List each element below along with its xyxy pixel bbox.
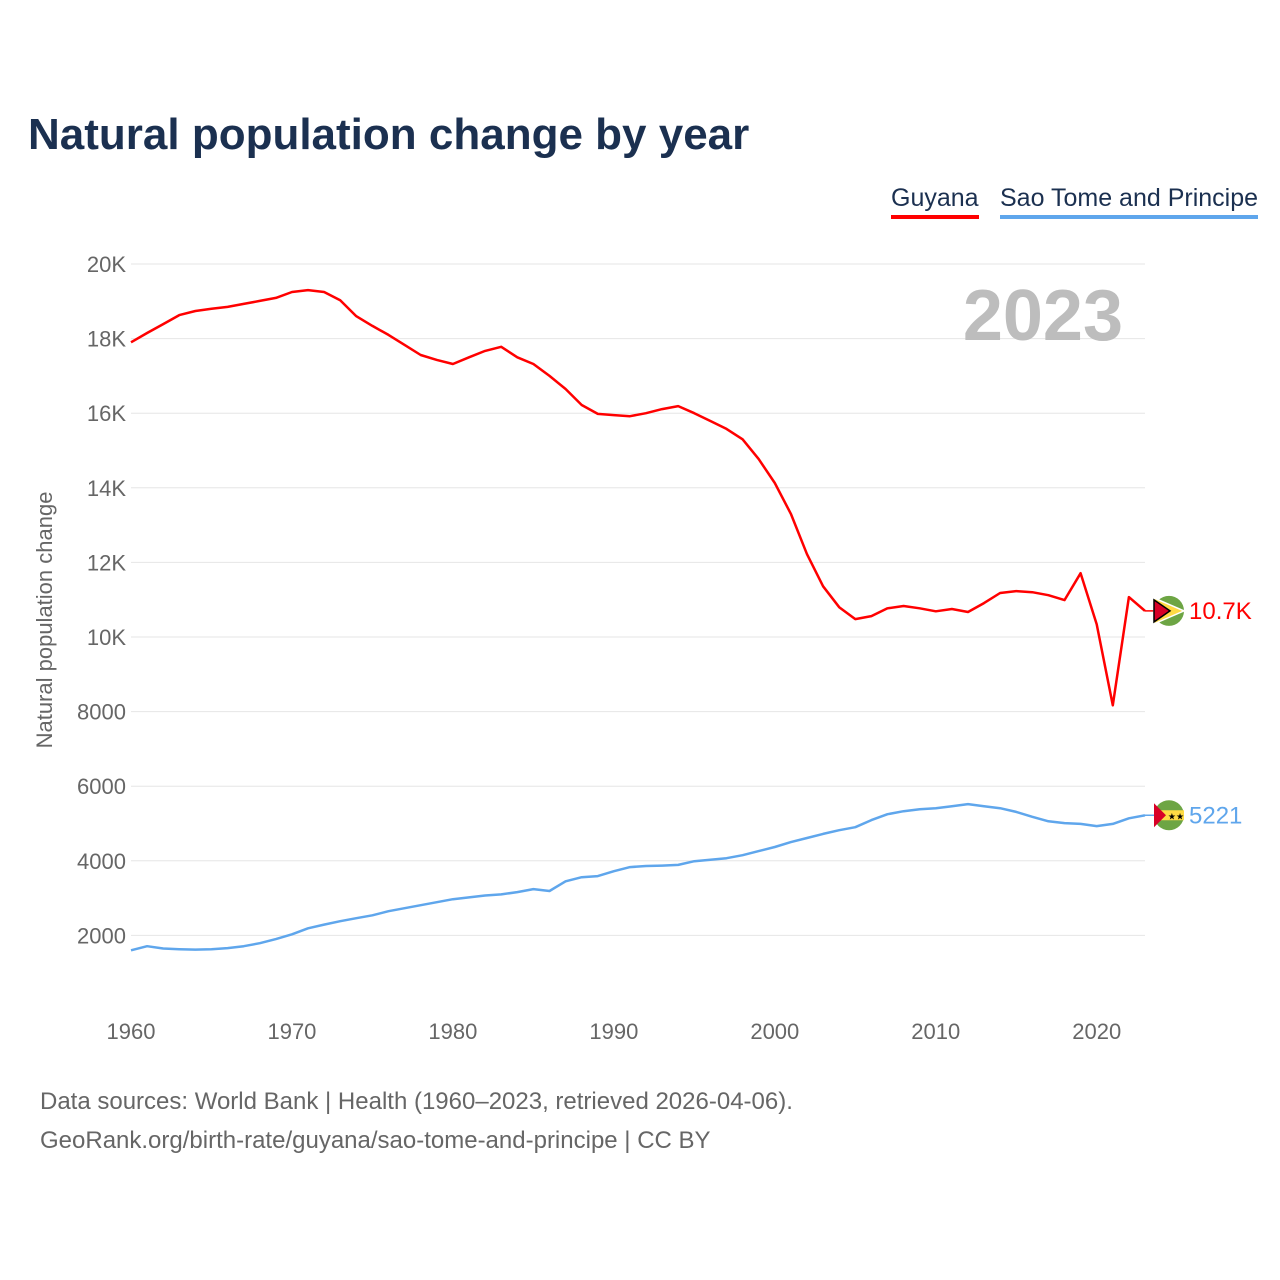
year-label: 2023 <box>963 276 1123 356</box>
x-tick-label: 1990 <box>589 1019 638 1044</box>
y-tick-label: 8000 <box>77 700 126 725</box>
end-value-label: 5221 <box>1189 802 1242 829</box>
footer-link[interactable]: GeoRank.org/birth-rate/guyana/sao-tome-a… <box>40 1127 711 1154</box>
flag-triangle <box>1154 803 1166 828</box>
chart-title: Natural population change by year <box>28 110 750 159</box>
x-tick-label: 1980 <box>428 1019 477 1044</box>
y-tick-label: 20K <box>87 252 126 277</box>
y-tick-label: 10K <box>87 625 126 650</box>
x-tick-label: 2000 <box>750 1019 799 1044</box>
x-tick-label: 2010 <box>911 1019 960 1044</box>
x-tick-label: 2020 <box>1072 1019 1121 1044</box>
y-tick-label: 6000 <box>77 774 126 799</box>
guyana-flag-icon <box>1153 595 1186 626</box>
footer-sources: Data sources: World Bank | Health (1960–… <box>40 1088 793 1115</box>
series-line-sao-tome-and-principe <box>130 802 1146 952</box>
y-tick-label: 12K <box>87 550 126 575</box>
x-tick-label: 1960 <box>107 1019 156 1044</box>
y-tick-label: 18K <box>87 327 126 352</box>
y-tick-label: 16K <box>87 401 126 426</box>
y-tick-label: 2000 <box>77 923 126 948</box>
flag-band <box>1154 810 1184 821</box>
y-axis-label: Natural population change <box>32 492 57 749</box>
legend-guyana[interactable]: Guyana <box>891 184 979 219</box>
y-tick-label: 4000 <box>77 849 126 874</box>
end-value-label: 10.7K <box>1189 598 1252 625</box>
flag-triangle <box>1153 598 1172 624</box>
legend-sao-tome[interactable]: Sao Tome and Principe <box>1000 184 1259 219</box>
sao-tome-flag-icon: ★★ <box>1154 800 1184 831</box>
y-tick-label: 14K <box>87 476 126 501</box>
flag-stars: ★★ <box>1168 811 1184 821</box>
series-line-guyana <box>130 288 1146 707</box>
x-tick-label: 1970 <box>267 1019 316 1044</box>
